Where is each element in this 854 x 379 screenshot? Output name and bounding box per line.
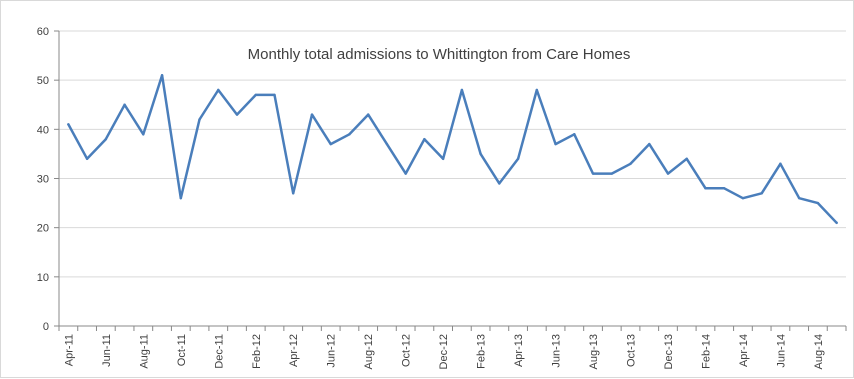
data-point — [629, 162, 632, 165]
data-point — [835, 221, 838, 224]
data-point — [198, 118, 201, 121]
y-tick-label: 20 — [37, 223, 49, 235]
x-tick-label: Aug-12 — [363, 334, 375, 369]
x-tick-label: Jun-11 — [101, 334, 113, 367]
data-point — [385, 142, 389, 146]
x-tick-label: Feb-13 — [476, 334, 488, 369]
data-point — [479, 152, 482, 156]
data-point — [179, 196, 182, 200]
data-point — [516, 157, 520, 161]
x-tick-label: Oct-11 — [176, 334, 188, 366]
data-point — [779, 162, 782, 165]
x-tick-label: Jun-12 — [326, 334, 338, 368]
x-tick-label: Dec-11 — [213, 334, 225, 369]
x-tick-label: Aug-13 — [588, 334, 600, 369]
data-point — [460, 88, 464, 92]
x-tick-label: Dec-12 — [438, 334, 450, 369]
data-point — [554, 142, 557, 146]
y-tick-label: 10 — [37, 272, 49, 284]
series-line — [67, 74, 838, 225]
x-tick-label: Feb-12 — [251, 334, 263, 369]
x-tick-label: Jun-13 — [551, 334, 563, 368]
y-tick-label: 30 — [37, 174, 49, 186]
data-point — [235, 113, 239, 116]
data-point — [404, 172, 407, 175]
data-point — [685, 157, 688, 161]
x-tick-label: Apr-11 — [63, 334, 75, 366]
data-point — [666, 172, 670, 175]
data-point — [348, 133, 351, 136]
data-point — [292, 192, 295, 195]
data-point — [591, 172, 595, 175]
gridlines — [59, 30, 846, 278]
y-axis-ticks: 0 10 20 30 40 50 60 — [37, 26, 59, 333]
data-point — [498, 182, 501, 185]
x-tick-label: Oct-13 — [626, 334, 638, 367]
data-point — [142, 133, 145, 136]
data-point — [760, 192, 763, 195]
data-point — [573, 133, 576, 136]
data-point — [441, 157, 445, 161]
data-point — [123, 103, 126, 106]
x-tick-label: Apr-13 — [513, 334, 525, 367]
x-tick-label: Aug-11 — [138, 334, 150, 369]
x-tick-label: Feb-14 — [700, 334, 712, 369]
data-point — [723, 187, 726, 190]
y-tick-label: 40 — [37, 124, 49, 136]
x-tick-label: Oct-12 — [401, 334, 413, 367]
data-point — [366, 113, 370, 116]
data-point — [535, 88, 539, 92]
data-point — [816, 201, 820, 205]
x-tick-label: Dec-13 — [663, 334, 675, 369]
x-tick-label: Apr-14 — [738, 334, 750, 367]
y-tick-label: 50 — [37, 75, 49, 87]
x-axis-ticks: Apr-11 Jun-11 Aug-11 Oct-11 Dec-11 Feb-12 Apr-… — [58, 326, 847, 369]
x-tick-label: Jun-14 — [775, 334, 787, 368]
data-point — [329, 142, 332, 146]
data-point — [648, 142, 651, 146]
data-point — [610, 172, 613, 175]
data-point — [67, 123, 70, 126]
data-point — [423, 137, 426, 141]
data-point — [104, 137, 108, 141]
data-point — [797, 196, 801, 200]
data-point — [217, 88, 220, 92]
data-point — [85, 157, 89, 161]
series-layer — [67, 74, 838, 225]
y-tick-label: 60 — [37, 26, 49, 38]
x-tick-label: Apr-12 — [288, 334, 300, 367]
chart-title: Monthly total admissions to Whittington … — [248, 46, 631, 63]
x-tick-label: Aug-14 — [813, 334, 825, 369]
data-point — [741, 196, 745, 200]
data-point — [160, 74, 164, 77]
data-point — [273, 93, 276, 97]
y-tick-label: 0 — [43, 321, 49, 333]
data-point — [254, 93, 257, 97]
data-point — [310, 113, 314, 116]
data-point — [704, 187, 707, 190]
